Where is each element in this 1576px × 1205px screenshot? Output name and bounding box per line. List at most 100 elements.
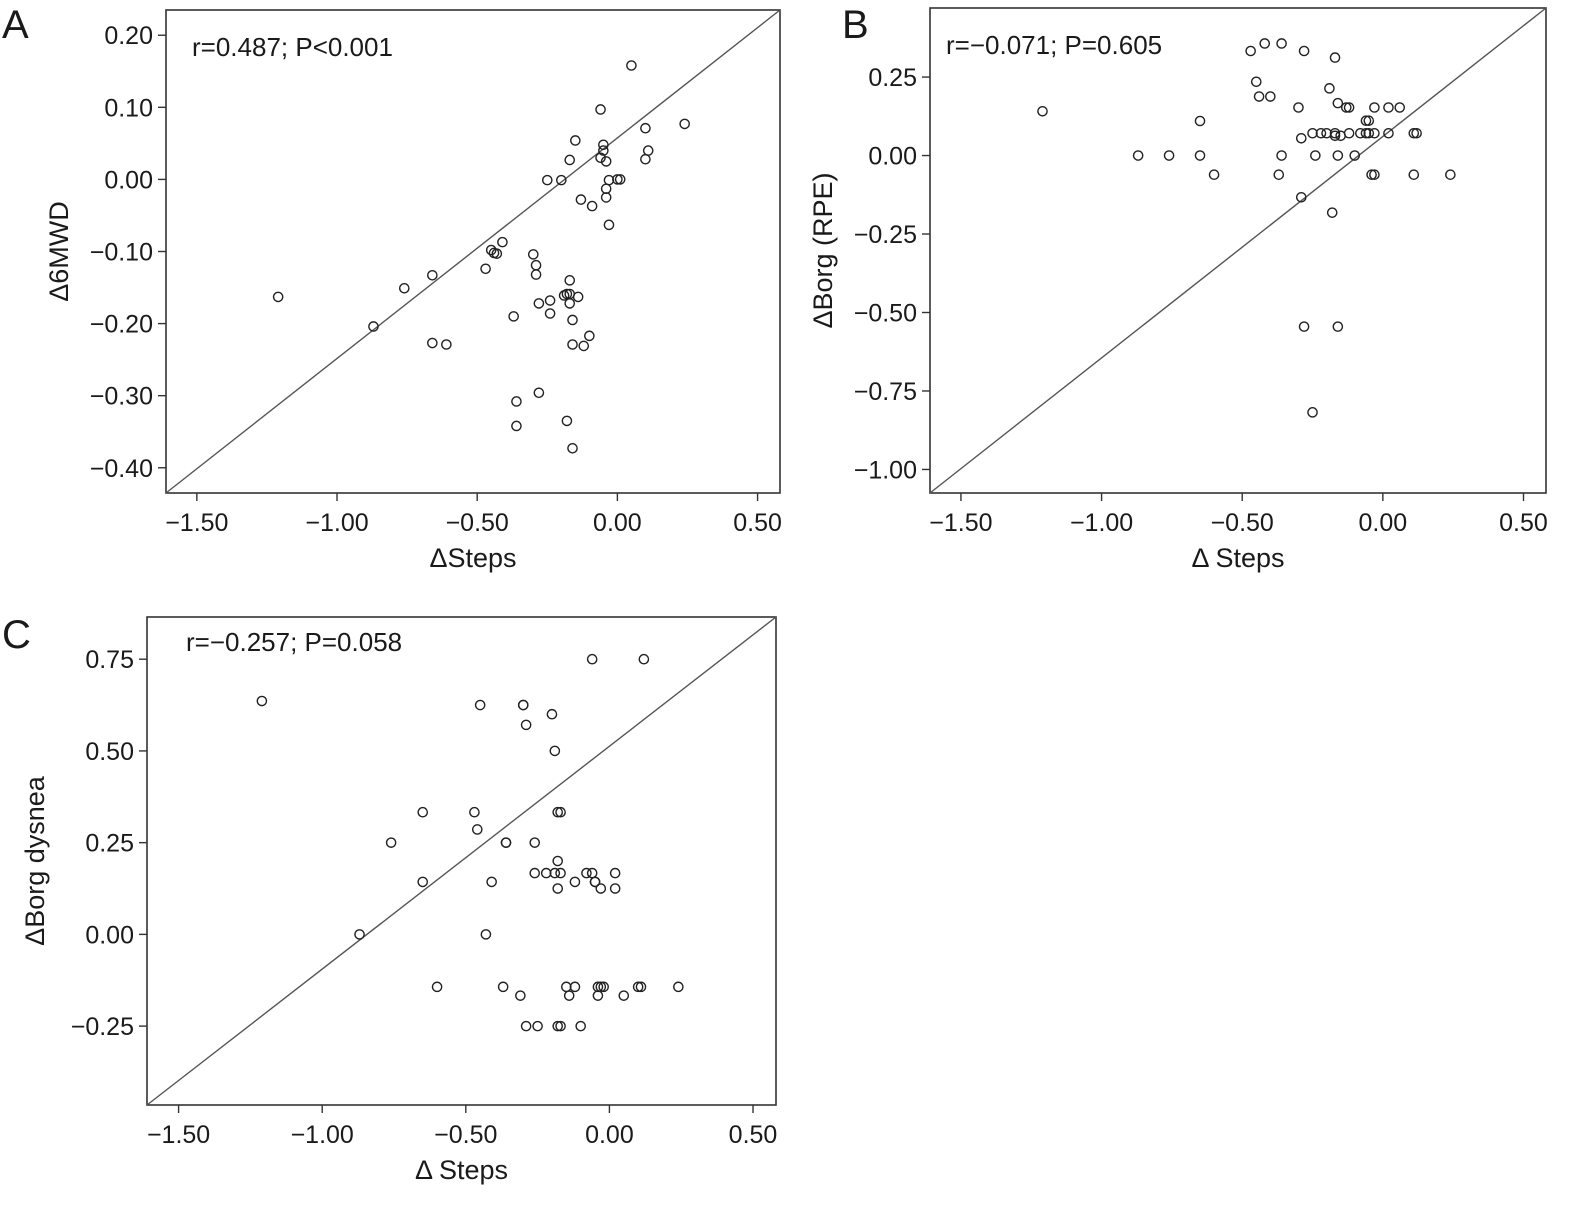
data-point-a xyxy=(600,183,612,195)
y-tick-label-c: 0.25 xyxy=(85,830,134,858)
y-tick-label-c: 0.00 xyxy=(85,921,134,949)
panel-letter-c: C xyxy=(2,613,31,657)
data-point-a xyxy=(612,174,623,185)
x-tick-label-a: 0.00 xyxy=(593,509,642,537)
panel-letter-b: B xyxy=(842,3,869,47)
data-point-c xyxy=(592,990,604,1001)
data-point-a xyxy=(544,308,556,319)
x-tick-label-b: 0.00 xyxy=(1359,509,1408,537)
data-point-a xyxy=(272,291,284,303)
x-tick-label-b: −1.00 xyxy=(1070,509,1133,537)
data-point-c xyxy=(595,883,607,894)
data-point-b xyxy=(1332,321,1344,332)
data-point-b xyxy=(1259,38,1271,49)
data-point-c xyxy=(549,867,561,879)
data-point-b xyxy=(1295,132,1307,144)
data-point-b xyxy=(1273,169,1285,180)
data-point-a xyxy=(561,288,573,300)
data-point-a xyxy=(614,174,626,185)
y-tick-label-a: −0.40 xyxy=(90,455,153,483)
data-point-a xyxy=(530,269,542,280)
data-point-a xyxy=(598,145,609,156)
x-tick-label-c: 0.00 xyxy=(585,1121,634,1149)
data-point-c xyxy=(569,981,581,993)
data-point-b xyxy=(1310,150,1321,161)
plot-frame-b xyxy=(929,7,1547,494)
data-point-a xyxy=(564,154,576,166)
data-point-c xyxy=(618,990,630,1001)
data-point-b xyxy=(1293,102,1304,113)
data-point-b xyxy=(1408,169,1420,180)
data-point-c xyxy=(638,653,650,665)
y-tick-label-c: 0.50 xyxy=(85,738,134,766)
panel-c: −1.50 −1.00 −0.50 0.00 0.50 0.75 0.50 0.25 0.00 −… xyxy=(2,613,777,1185)
data-point-c xyxy=(500,837,512,848)
data-point-b xyxy=(1329,130,1341,142)
data-point-b xyxy=(1369,169,1380,180)
data-point-a xyxy=(595,104,606,115)
data-point-c xyxy=(581,867,592,879)
data-point-b xyxy=(1245,45,1256,57)
data-point-c xyxy=(486,876,497,888)
data-point-b xyxy=(1326,207,1338,218)
data-point-b xyxy=(1445,169,1456,180)
y-axis-label-b: ΔBorg (RPE) xyxy=(808,172,838,328)
x-tick-label-c: 0.50 xyxy=(729,1121,778,1149)
data-point-a xyxy=(603,219,615,231)
data-point-c xyxy=(354,929,365,940)
data-point-c xyxy=(552,806,564,818)
data-point-a xyxy=(564,275,576,286)
data-point-b xyxy=(1363,115,1375,126)
data-point-a xyxy=(541,174,553,186)
data-point-c xyxy=(417,806,429,818)
data-point-b xyxy=(1408,127,1420,139)
reference-line-c xyxy=(146,616,777,1106)
data-point-b xyxy=(1411,127,1422,139)
data-point-c xyxy=(563,990,575,1001)
data-point-b xyxy=(1307,127,1318,139)
y-tick-label-b: 0.25 xyxy=(868,64,917,92)
x-tick-label-a: −1.00 xyxy=(305,509,368,537)
x-tick-label-a: −0.50 xyxy=(446,509,509,537)
data-point-a xyxy=(600,156,612,167)
y-tick-label-a: 0.00 xyxy=(104,166,153,194)
y-tick-label-a: 0.10 xyxy=(104,94,153,122)
data-point-c xyxy=(586,653,598,665)
y-axis-label-c: ΔBorg dysnea xyxy=(20,775,50,946)
y-tick-label-a: −0.30 xyxy=(90,383,153,411)
data-point-a xyxy=(544,295,556,306)
data-point-c xyxy=(517,699,529,711)
data-point-a xyxy=(511,420,522,432)
data-point-b xyxy=(1332,150,1344,161)
data-point-b xyxy=(1194,115,1206,127)
data-point-a xyxy=(595,152,606,164)
data-point-a xyxy=(572,291,584,303)
data-point-c xyxy=(552,883,564,894)
y-axis-label-a: Δ6MWD xyxy=(44,201,74,302)
x-axis-label-a: ΔSteps xyxy=(429,543,516,573)
data-point-b xyxy=(1383,102,1394,113)
data-point-c xyxy=(256,695,268,707)
panel-a: −1.50 −1.00 −0.50 0.00 0.50 0.20 0.10 0.00 −0.10… xyxy=(2,3,782,573)
data-point-b xyxy=(1276,150,1287,161)
data-point-b xyxy=(1369,102,1380,113)
data-point-b xyxy=(1265,91,1276,102)
data-point-c xyxy=(552,1020,564,1032)
x-tick-label-b: 0.50 xyxy=(1499,509,1548,537)
correlation-annotation-b: r=−0.071; P=0.605 xyxy=(946,30,1162,60)
data-point-c xyxy=(520,719,532,731)
data-point-c xyxy=(575,1020,586,1032)
x-axis-label-b: Δ Steps xyxy=(1191,543,1284,573)
y-tick-label-a: 0.20 xyxy=(104,22,153,50)
data-point-c xyxy=(632,981,644,993)
data-point-b xyxy=(1037,105,1048,117)
data-point-a xyxy=(368,321,379,332)
y-tick-label-a: −0.20 xyxy=(90,311,153,339)
y-tick-label-b: −0.50 xyxy=(854,299,917,327)
data-point-c xyxy=(609,867,621,879)
data-point-c xyxy=(569,876,581,888)
y-tick-label-c: −0.25 xyxy=(71,1013,134,1041)
data-point-b xyxy=(1324,83,1335,94)
data-point-a xyxy=(586,200,598,212)
